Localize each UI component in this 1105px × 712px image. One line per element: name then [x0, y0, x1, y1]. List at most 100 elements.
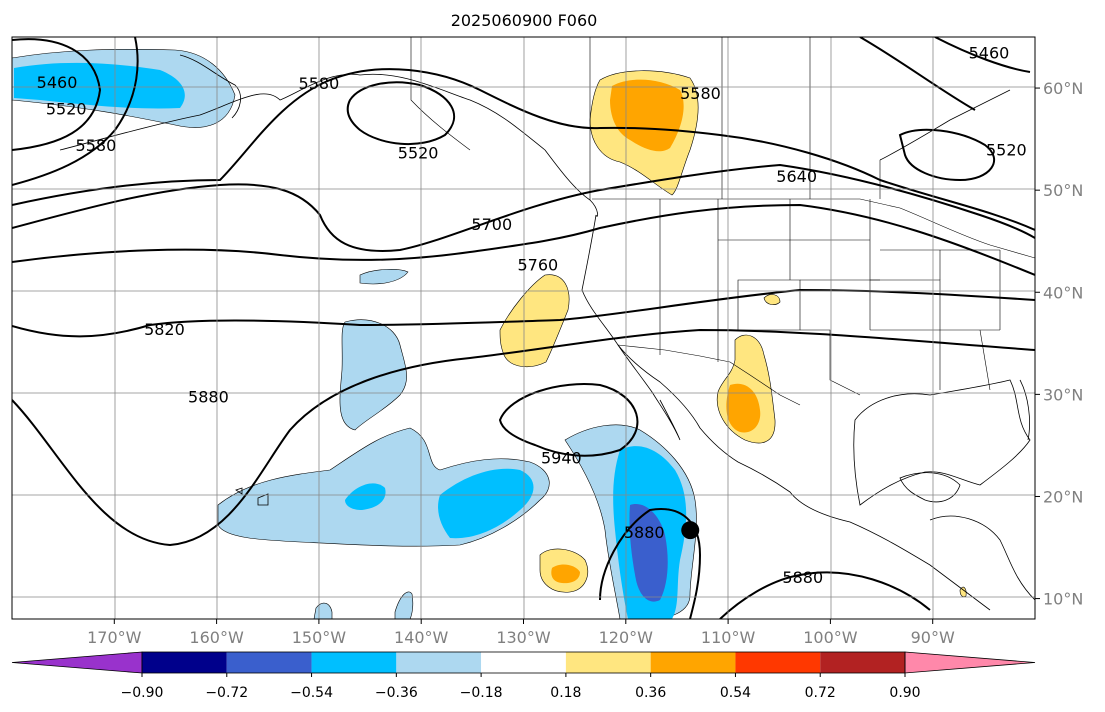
colorbar-segment [481, 652, 566, 673]
contour-labels: 5460 5520 5580 5580 5520 5580 5460 5520 5640 5700… [37, 43, 1027, 587]
coastline-hawaii [235, 487, 243, 495]
anomaly-patch [394, 591, 414, 619]
x-tick-label: 100°W [803, 628, 858, 647]
colorbar-tick-label: −0.72 [205, 685, 248, 701]
colorbar-segment [396, 652, 482, 673]
border-state [979, 329, 991, 391]
x-tick-label: 130°W [496, 628, 551, 647]
border-state [789, 199, 870, 241]
coastline-gulf [853, 379, 1031, 506]
colorbar-tick-label: 0.54 [720, 685, 751, 701]
position-marker [681, 521, 700, 540]
colorbar: −0.90 −0.72 −0.54 −0.36 −0.18 0.18 0.36 0.54 0.7… [11, 651, 1036, 701]
anomaly-patch [610, 79, 684, 152]
colorbar-tick-label: 0.72 [805, 685, 836, 701]
x-tick-label: 120°W [599, 628, 654, 647]
contour-label-text: 5640 [776, 167, 817, 186]
contour-line [934, 37, 1031, 73]
marker-layer [681, 521, 700, 540]
contour-line [12, 163, 1035, 252]
contour-label: 5460 [37, 73, 78, 92]
border-us-mexico [617, 344, 801, 406]
colorbar-segment [820, 652, 905, 673]
contour-label-text: 5520 [46, 99, 87, 118]
contour-label: 5580 [680, 84, 721, 103]
contour-label-text: 5520 [986, 140, 1027, 159]
colorbar-segment [142, 652, 227, 673]
contour-label: 5700 [471, 215, 512, 234]
anomaly-patch [345, 483, 386, 510]
contour-label: 5880 [782, 568, 823, 587]
colorbar-tick-label: −0.36 [375, 685, 418, 701]
x-axis-ticks: 170°W 160°W 150°W 140°W 130°W 120°W 110°W 100°W… [87, 619, 955, 647]
contour-label-text: 5580 [680, 84, 721, 103]
anomaly-fill-warm [499, 70, 967, 598]
anomaly-patch [438, 468, 534, 539]
x-tick-label: 140°W [394, 628, 449, 647]
contour-label-text: 5880 [188, 387, 229, 406]
contour-line [12, 203, 1035, 276]
anomaly-patch [359, 269, 409, 285]
contour-label-text: 5460 [969, 43, 1010, 62]
anomaly-patch [551, 564, 580, 584]
contour-line [859, 37, 976, 111]
contour-label: 5520 [986, 140, 1027, 159]
colorbar-tick-label: −0.18 [460, 685, 503, 701]
contour-label-text: 5700 [471, 215, 512, 234]
colorbar-segment [735, 652, 821, 673]
anomaly-patch [763, 294, 781, 305]
contour-label: 5580 [299, 74, 340, 93]
coastline-hudson [879, 89, 1011, 161]
contour-line [346, 81, 456, 146]
coastline-yucatan [899, 472, 961, 503]
y-axis-ticks: 60°N 50°N 40°N 30°N 20°N 10°N [1035, 79, 1083, 609]
border-alaska-canada [410, 37, 471, 151]
colorbar-segment [650, 652, 736, 673]
coastline-west-coast [581, 214, 991, 611]
x-tick-label: 170°W [87, 628, 142, 647]
contour-label: 5520 [46, 99, 87, 118]
coastline-baja [617, 344, 681, 441]
x-tick-label: 160°W [189, 628, 244, 647]
x-tick-label: 110°W [701, 628, 756, 647]
contour-label-text: 5580 [76, 136, 117, 155]
contour-label: 5820 [144, 320, 185, 339]
contour-label-text: 5460 [37, 73, 78, 92]
height-contours [12, 37, 1035, 619]
anomaly-patch [726, 383, 761, 433]
coastline-florida [1019, 379, 1030, 441]
x-tick-label: 90°W [911, 628, 955, 647]
contour-line [599, 508, 702, 619]
contour-label-text: 5940 [541, 449, 582, 468]
contour-label-text: 5580 [299, 74, 340, 93]
y-tick-label: 30°N [1043, 385, 1083, 404]
colorbar-segment [311, 652, 397, 673]
colorbar-extend-low [11, 651, 143, 674]
coastline-central-america [929, 515, 1035, 601]
anomaly-patch [339, 319, 407, 431]
contour-label-text: 5880 [624, 523, 665, 542]
contour-label: 5880 [188, 387, 229, 406]
colorbar-tick-label: −0.54 [290, 685, 333, 701]
contour-line [719, 571, 931, 619]
contour-label: 5460 [969, 43, 1010, 62]
contour-label-text: 5760 [517, 256, 558, 275]
colorbar-tick-label: 0.36 [635, 685, 666, 701]
y-tick-label: 10°N [1043, 590, 1083, 609]
contour-line [12, 328, 1035, 547]
borders [410, 37, 1035, 406]
contour-line [12, 68, 1035, 231]
contour-label-text: 5520 [398, 143, 439, 162]
chart-title: 2025060900 F060 [451, 11, 598, 30]
coastline-alaska-north [179, 54, 241, 119]
colorbar-segment [565, 652, 651, 673]
coastlines [59, 54, 1035, 611]
contour-line [498, 383, 639, 457]
contour-label: 5640 [776, 167, 817, 186]
colorbar-tick-label: 0.18 [550, 685, 581, 701]
colorbar-extend-high [904, 651, 1036, 674]
contour-label: 5580 [76, 136, 117, 155]
x-tick-label: 150°W [292, 628, 347, 647]
contour-label: 5760 [517, 256, 558, 275]
